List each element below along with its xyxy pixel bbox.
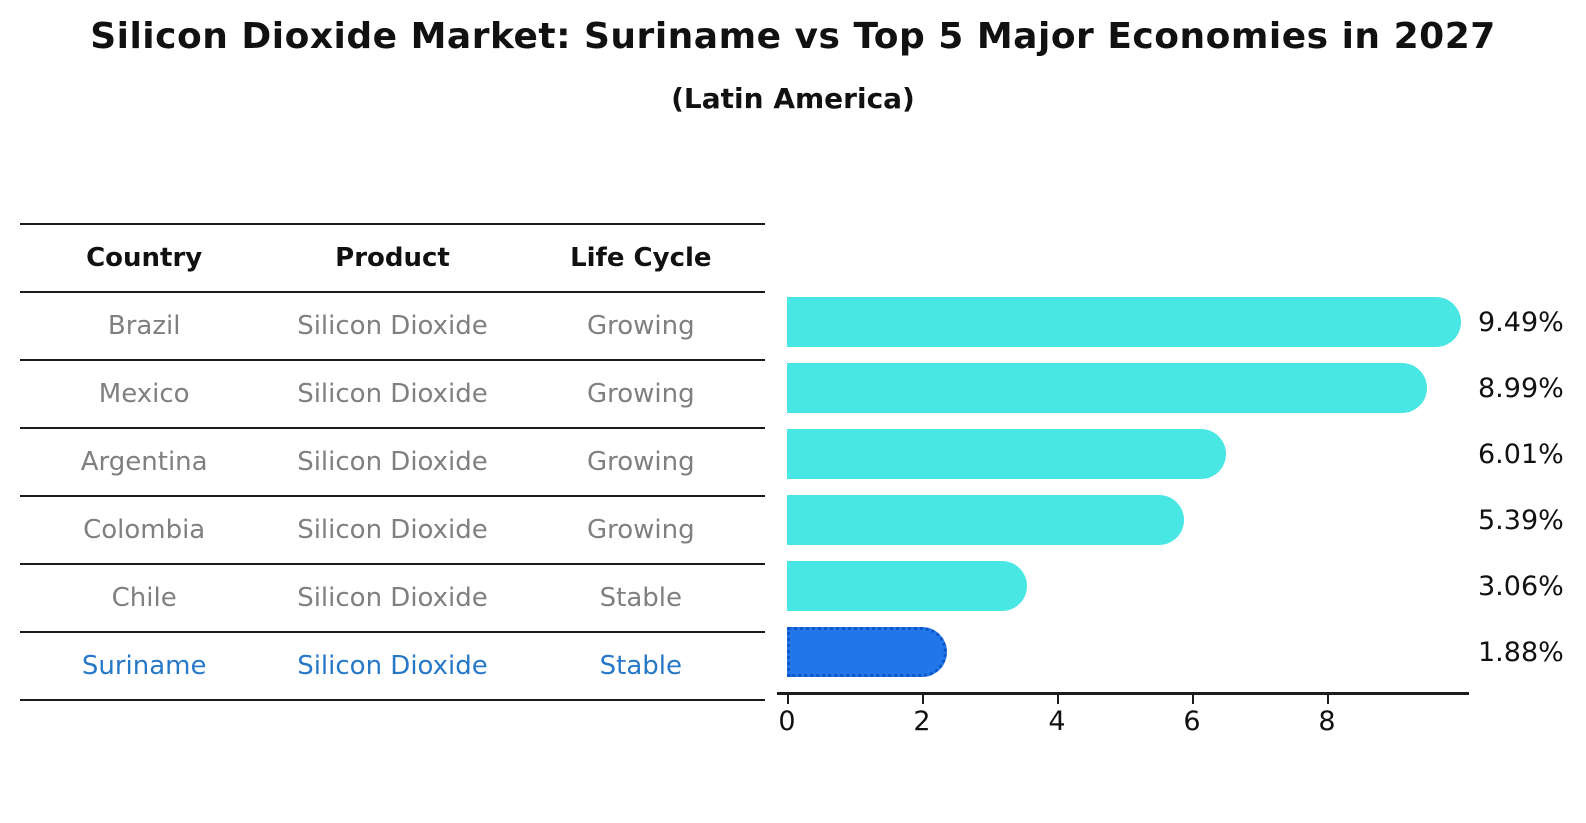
table-row: Chile Silicon Dioxide Stable	[20, 563, 765, 631]
cell-product: Silicon Dioxide	[297, 379, 488, 409]
bar-suriname	[787, 627, 947, 677]
cell-country: Argentina	[80, 447, 208, 477]
column-header-country: Country	[86, 243, 203, 273]
bar-value-label: 1.88%	[1478, 636, 1564, 668]
cell-lifecycle: Stable	[599, 583, 682, 613]
cell-lifecycle: Growing	[586, 515, 695, 545]
cell-lifecycle: Growing	[586, 447, 695, 477]
cell-lifecycle: Growing	[586, 311, 695, 341]
x-axis-line	[777, 692, 1469, 695]
cell-product: Silicon Dioxide	[297, 583, 488, 613]
x-axis-tick-label: 4	[1048, 706, 1066, 737]
x-axis-tick	[1327, 695, 1329, 704]
column-header-lifecycle: Life Cycle	[570, 243, 712, 273]
bar-value-label: 9.49%	[1478, 306, 1564, 338]
table-row: Brazil Silicon Dioxide Growing	[20, 291, 765, 359]
table-row: Argentina Silicon Dioxide Growing	[20, 427, 765, 495]
cell-country: Mexico	[98, 379, 190, 409]
x-axis-tick-label: 2	[913, 706, 931, 737]
bar-value-label: 8.99%	[1478, 372, 1564, 404]
bar-brazil	[787, 297, 1461, 347]
bar-value-label: 3.06%	[1478, 570, 1564, 602]
x-axis-tick-label: 8	[1318, 706, 1336, 737]
cell-product: Silicon Dioxide	[297, 651, 488, 681]
country-table: Country Product Life Cycle Brazil Silico…	[20, 223, 765, 701]
bar-colombia	[787, 495, 1184, 545]
bar-chile	[787, 561, 1027, 611]
table-row-suriname: Suriname Silicon Dioxide Stable	[20, 631, 765, 701]
bar-value-label: 5.39%	[1478, 504, 1564, 536]
x-axis-tick-label: 0	[778, 706, 796, 737]
column-header-product: Product	[335, 243, 450, 273]
table-row: Colombia Silicon Dioxide Growing	[20, 495, 765, 563]
cell-country: Chile	[111, 583, 177, 613]
cell-country: Suriname	[81, 651, 207, 681]
x-axis-tick	[1192, 695, 1194, 704]
x-axis-tick	[787, 695, 789, 704]
cell-country: Colombia	[83, 515, 206, 545]
bar-mexico	[787, 363, 1427, 413]
x-axis-tick	[922, 695, 924, 704]
cell-lifecycle: Stable	[599, 651, 682, 681]
bar-argentina	[787, 429, 1226, 479]
x-axis-tick-label: 6	[1183, 706, 1201, 737]
cell-product: Silicon Dioxide	[297, 515, 488, 545]
cell-product: Silicon Dioxide	[297, 311, 488, 341]
bar-value-label: 6.01%	[1478, 438, 1564, 470]
table-header-row: Country Product Life Cycle	[20, 223, 765, 291]
chart-title: Silicon Dioxide Market: Suriname vs Top …	[90, 16, 1496, 57]
x-axis-tick	[1057, 695, 1059, 704]
chart-subtitle: (Latin America)	[671, 82, 915, 115]
table-row: Mexico Silicon Dioxide Growing	[20, 359, 765, 427]
cell-product: Silicon Dioxide	[297, 447, 488, 477]
cell-lifecycle: Growing	[586, 379, 695, 409]
cell-country: Brazil	[107, 311, 181, 341]
